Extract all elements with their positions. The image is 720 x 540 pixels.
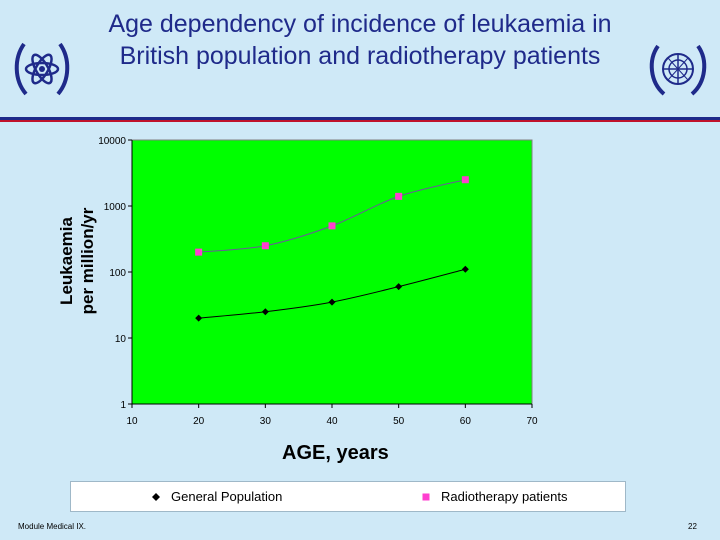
chart-legend: General Population Radiotherapy patients [70,481,626,512]
legend-label-general-population: General Population [171,489,283,504]
y-tick-label: 1 [120,400,126,411]
data-point-general-population [328,298,336,306]
y-axis-label: Leukaemia per million/yr [48,176,108,346]
footer-module-label: Module Medical IX. [18,522,87,531]
data-point-general-population [195,314,203,322]
x-tick-label: 30 [260,416,272,427]
y-axis-label-line-1: Leukaemia [57,217,76,305]
legend-diamond-marker [152,492,160,501]
atom-emblem-logo [14,42,70,96]
y-tick-label: 100 [109,268,126,279]
y-tick-label: 10000 [98,136,126,147]
data-point-radiotherapy-patients [461,176,469,184]
data-point-general-population [461,265,469,273]
slide-title: Age dependency of incidence of leukaemia… [40,8,680,72]
page-number: 22 [688,522,697,531]
y-tick-label: 1000 [104,202,127,213]
y-axis-label-line-2: per million/yr [78,207,97,314]
data-point-radiotherapy-patients [195,248,203,256]
header-divider-blue [0,117,720,120]
globe-emblem-logo [649,44,707,96]
x-tick-label: 50 [393,416,405,427]
data-point-general-population [261,308,269,316]
x-axis-label: AGE, years [282,442,389,464]
legend-square-marker [422,493,430,500]
x-tick-label: 40 [326,416,338,427]
legend-label-radiotherapy-patients: Radiotherapy patients [441,489,568,504]
header-divider-red [0,120,720,122]
legend-item-general-population: General Population [151,489,282,504]
data-point-radiotherapy-patients [328,222,336,230]
x-tick-label: 70 [526,416,538,427]
x-tick-label: 10 [126,416,138,427]
title-line-2: British population and radiotherapy pati… [119,42,601,70]
title-line-1: Age dependency of incidence of leukaemia… [108,10,612,38]
data-point-radiotherapy-patients [395,192,403,200]
plot-area [131,139,533,405]
y-tick-label: 10 [115,334,127,345]
data-point-general-population [395,283,403,291]
x-tick-label: 60 [460,416,472,427]
x-tick-label: 20 [193,416,205,427]
data-point-radiotherapy-patients [261,242,269,250]
legend-item-radiotherapy-patients: Radiotherapy patients [421,489,567,504]
